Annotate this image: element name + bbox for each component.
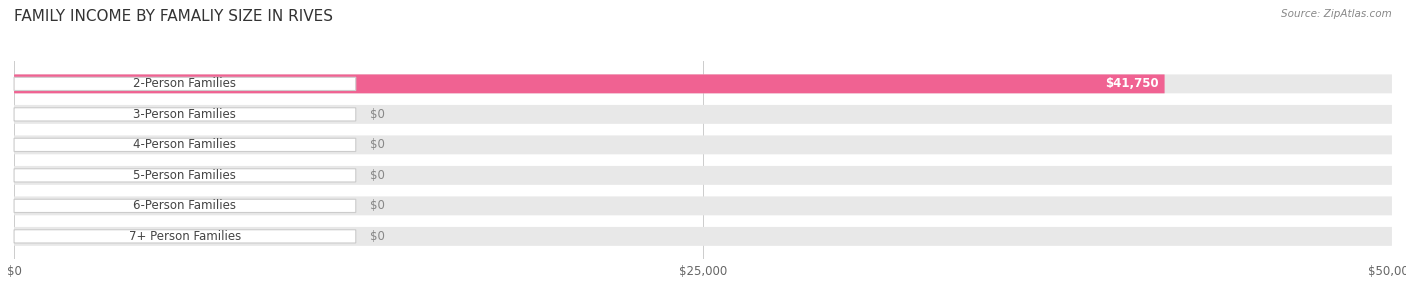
FancyBboxPatch shape (14, 135, 1392, 154)
FancyBboxPatch shape (14, 196, 1392, 215)
Text: 2-Person Families: 2-Person Families (134, 77, 236, 90)
Text: 4-Person Families: 4-Person Families (134, 138, 236, 151)
Text: 6-Person Families: 6-Person Families (134, 199, 236, 212)
FancyBboxPatch shape (14, 105, 1392, 124)
Text: $41,750: $41,750 (1105, 77, 1159, 90)
Text: $0: $0 (370, 230, 384, 243)
Text: $0: $0 (370, 169, 384, 182)
Text: $0: $0 (370, 199, 384, 212)
Text: FAMILY INCOME BY FAMALIY SIZE IN RIVES: FAMILY INCOME BY FAMALIY SIZE IN RIVES (14, 9, 333, 24)
FancyBboxPatch shape (14, 227, 1392, 246)
FancyBboxPatch shape (14, 77, 356, 91)
Text: 3-Person Families: 3-Person Families (134, 108, 236, 121)
FancyBboxPatch shape (14, 108, 356, 121)
FancyBboxPatch shape (14, 74, 1164, 93)
Text: 7+ Person Families: 7+ Person Families (129, 230, 240, 243)
Text: $0: $0 (370, 138, 384, 151)
Text: 5-Person Families: 5-Person Families (134, 169, 236, 182)
Text: Source: ZipAtlas.com: Source: ZipAtlas.com (1281, 9, 1392, 19)
FancyBboxPatch shape (14, 169, 356, 182)
FancyBboxPatch shape (14, 138, 356, 152)
FancyBboxPatch shape (14, 166, 1392, 185)
FancyBboxPatch shape (14, 74, 1392, 93)
FancyBboxPatch shape (14, 230, 356, 243)
FancyBboxPatch shape (14, 199, 356, 213)
Text: $0: $0 (370, 108, 384, 121)
